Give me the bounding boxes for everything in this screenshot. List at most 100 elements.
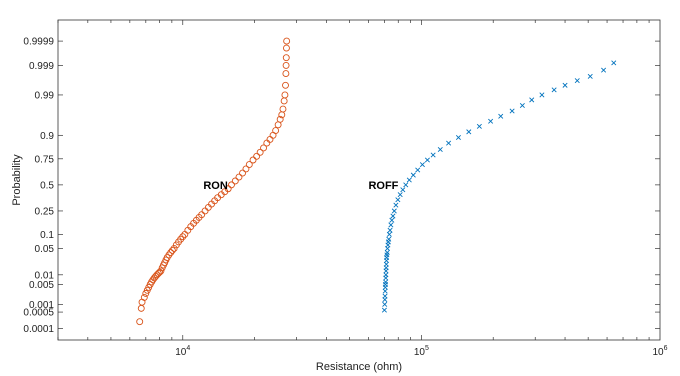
series-label-ron: RON bbox=[203, 180, 228, 192]
data-marks bbox=[136, 37, 617, 326]
y-tick-label: 0.9999 bbox=[23, 37, 54, 48]
roff-point bbox=[383, 279, 389, 285]
ron-point bbox=[281, 91, 289, 99]
roff-point bbox=[430, 152, 436, 158]
plot-area bbox=[57, 19, 661, 341]
roff-point bbox=[410, 172, 416, 178]
roff-point bbox=[382, 301, 388, 307]
roff-point bbox=[601, 67, 607, 73]
roff-point bbox=[395, 197, 401, 203]
roff-point bbox=[397, 192, 403, 198]
roff-point bbox=[406, 177, 412, 183]
ron-point bbox=[283, 44, 290, 52]
roff-point bbox=[551, 87, 557, 93]
roff-point bbox=[389, 217, 395, 223]
y-tick-label: 0.0001 bbox=[23, 324, 54, 335]
roff-point bbox=[383, 272, 389, 278]
ron-point bbox=[157, 267, 165, 275]
roff-point bbox=[476, 123, 482, 129]
x-tick-label-base: 10 bbox=[175, 347, 187, 358]
roff-point bbox=[574, 78, 580, 84]
ron-point bbox=[142, 289, 150, 297]
series-label-roff: ROFF bbox=[368, 180, 398, 192]
roff-point bbox=[381, 307, 387, 313]
roff-point bbox=[424, 157, 430, 163]
y-tick-label: 0.25 bbox=[35, 206, 55, 217]
ron-point bbox=[276, 115, 284, 123]
roff-point bbox=[437, 146, 443, 153]
roff-point bbox=[388, 222, 394, 228]
x-tick-label-exponent: 6 bbox=[664, 345, 668, 352]
ron-point bbox=[136, 318, 144, 326]
ron-point bbox=[167, 249, 175, 257]
ron-point bbox=[168, 246, 176, 254]
ron-point bbox=[249, 156, 257, 164]
y-tick-label: 0.05 bbox=[35, 244, 55, 255]
ron-point bbox=[260, 144, 267, 152]
y-tick-label: 0.1 bbox=[40, 230, 54, 241]
ron-point bbox=[282, 81, 289, 89]
axis-ticks bbox=[57, 20, 660, 340]
ron-point bbox=[282, 70, 290, 78]
x-tick-label-exponent: 5 bbox=[425, 345, 429, 352]
roff-point bbox=[466, 129, 472, 135]
y-tick-label: 0.0005 bbox=[23, 308, 54, 319]
ron-point bbox=[140, 293, 148, 301]
ron-point bbox=[256, 148, 264, 156]
y-tick-label: 0.999 bbox=[29, 61, 54, 72]
ron-point bbox=[282, 61, 290, 69]
ron-point bbox=[282, 54, 290, 62]
chart-labels: Resistance (ohm) Probability 104 105 1060.… bbox=[11, 37, 668, 373]
ron-point bbox=[235, 173, 243, 181]
y-tick-label: 0.75 bbox=[35, 154, 55, 165]
y-tick-label: 0.01 bbox=[35, 270, 55, 281]
roff-point bbox=[390, 213, 396, 219]
ron-point bbox=[242, 165, 250, 173]
ron-point bbox=[272, 127, 280, 135]
x-tick-label: 106 bbox=[652, 345, 667, 358]
roff-point bbox=[387, 227, 393, 233]
roff-point bbox=[539, 92, 545, 98]
roff-point bbox=[415, 167, 421, 173]
ron-point bbox=[239, 169, 246, 177]
roff-point bbox=[519, 102, 525, 108]
y-tick-label: 0.5 bbox=[40, 180, 54, 191]
y-tick-label: 0.001 bbox=[29, 300, 54, 311]
x-tick-label-base: 10 bbox=[414, 347, 426, 358]
roff-point bbox=[529, 97, 535, 103]
ron-point bbox=[228, 181, 235, 189]
x-tick-label: 104 bbox=[175, 345, 190, 358]
roff-point bbox=[382, 293, 388, 299]
roff-point bbox=[400, 187, 406, 193]
y-axis-label: Probability bbox=[11, 154, 23, 206]
y-tick-label: 0.005 bbox=[29, 280, 54, 291]
roff-point bbox=[509, 108, 515, 114]
x-tick-label-exponent: 4 bbox=[186, 345, 190, 352]
ron-point bbox=[179, 233, 187, 241]
ron-point bbox=[170, 245, 178, 252]
ron-point bbox=[279, 105, 287, 113]
roff-point bbox=[446, 140, 452, 146]
roff-point bbox=[419, 162, 425, 168]
roff-point bbox=[455, 134, 461, 140]
ron-point bbox=[283, 37, 291, 45]
roff-point bbox=[384, 250, 390, 256]
roff-point bbox=[488, 118, 494, 124]
roff-point bbox=[391, 208, 397, 214]
roff-point bbox=[498, 113, 504, 119]
roff-point bbox=[386, 236, 392, 242]
roff-point bbox=[562, 82, 568, 88]
y-tick-label: 0.99 bbox=[35, 90, 55, 101]
roff-point bbox=[393, 202, 399, 208]
x-tick-label: 105 bbox=[414, 345, 429, 358]
ron-point bbox=[245, 161, 253, 169]
roff-point bbox=[587, 73, 593, 79]
ron-point bbox=[231, 177, 239, 185]
y-tick-label: 0.9 bbox=[40, 131, 54, 142]
ron-point bbox=[198, 211, 206, 219]
roff-point bbox=[611, 60, 617, 66]
x-tick-label-base: 10 bbox=[652, 347, 664, 358]
ron-point bbox=[253, 152, 261, 160]
x-axis-label: Resistance (ohm) bbox=[316, 361, 402, 373]
